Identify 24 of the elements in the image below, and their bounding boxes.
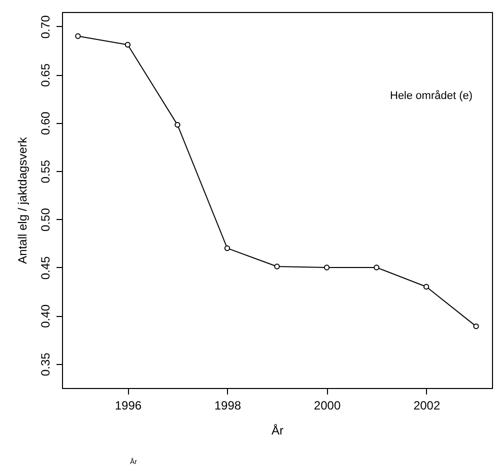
point — [174, 122, 180, 128]
y-tick-label: 0.60 — [38, 111, 52, 136]
point — [473, 323, 479, 330]
point — [124, 42, 131, 48]
x-tick-label: 1998 — [214, 398, 242, 412]
y-tick-label: 0.50 — [38, 208, 52, 232]
y-tick-label: 0.65 — [38, 63, 52, 87]
x-axis-title: År — [272, 424, 284, 438]
point — [423, 284, 430, 290]
y-tick-label: 0.35 — [38, 352, 52, 376]
y-tick-label: 0.40 — [38, 304, 52, 328]
y-tick-label: 0.55 — [38, 160, 52, 184]
y-tick-label: 0.45 — [38, 256, 52, 280]
point — [324, 264, 330, 270]
annotation: Hele området (e) — [390, 90, 473, 102]
x-tick-label: 2002 — [413, 398, 440, 412]
point — [75, 33, 81, 39]
point — [224, 245, 230, 252]
x-tick-label: 1996 — [114, 398, 142, 412]
point — [274, 264, 280, 270]
x-tick-label: 2000 — [314, 398, 341, 412]
y-tick-label: 0.70 — [38, 14, 52, 39]
y-axis-title: Antall elg / jaktdagsverk — [16, 136, 30, 264]
point — [374, 264, 380, 270]
